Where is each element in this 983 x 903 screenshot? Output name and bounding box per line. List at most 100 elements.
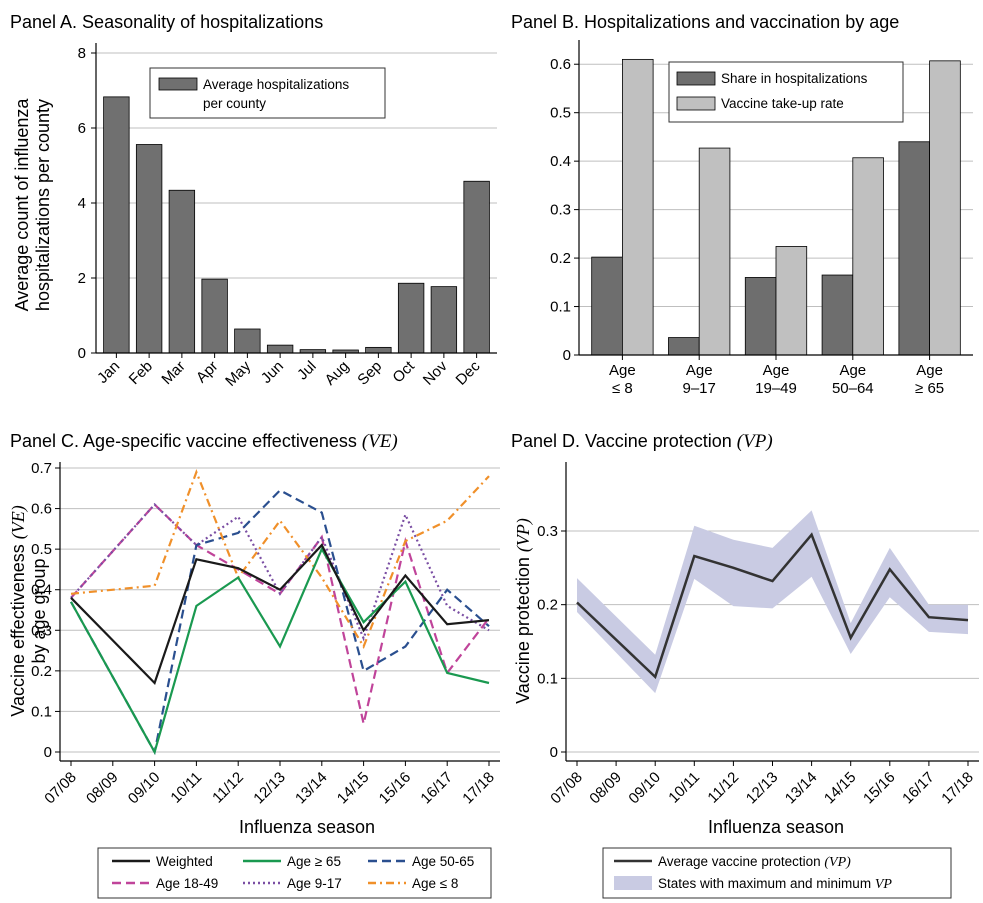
panel-b-xtick-label: 19–49 (755, 380, 797, 397)
panel-b-xtick-label: ≥ 65 (915, 380, 944, 397)
panel-b-ytick-label: 0.1 (550, 299, 571, 316)
panel-a-xtick-label: Aug (322, 358, 353, 389)
panel-a-bar (135, 144, 163, 354)
panel-b-xtick-label: 9–17 (683, 380, 716, 397)
panel-a-ytick-label: 4 (78, 195, 86, 212)
panel-b-bar-hospitalizations (744, 277, 777, 356)
panel-b-ytick-label: 0 (563, 347, 571, 364)
panel-a-legend (149, 67, 386, 119)
panel-a-bar (103, 96, 130, 354)
panel-b-bar-hospitalizations (591, 256, 623, 356)
panel-c-xtick-label: 12/13 (250, 769, 289, 808)
panel-c-legend-label: Age 18-49 (156, 876, 218, 891)
panel-a-xtick-label: Jun (258, 358, 287, 387)
panel-d-ytick-label: 0.1 (537, 670, 558, 687)
panel-c-series-line (70, 543, 490, 686)
panel-c-legend-label: Age 9-17 (287, 876, 342, 891)
panel-a-xtick-label: Dec (453, 357, 484, 388)
panel-c-ylabel-line2: by age group (29, 558, 49, 663)
panel-b-bar-hospitalizations (668, 337, 700, 356)
panel-c-ytick-label: 0 (44, 744, 52, 761)
panel-a-xtick-label: Oct (389, 357, 418, 386)
panel-b-bar-vaccine (698, 147, 731, 356)
panel-b-xtick-label: Age (916, 362, 943, 379)
panel-c-xtick-label: 17/18 (459, 769, 498, 808)
panel-a-legend-label: per county (203, 96, 266, 111)
panel-b-legend-label: Vaccine take-up rate (721, 96, 844, 111)
panel-c-series-line (70, 469, 490, 649)
panel-c-xtick-label: 16/17 (417, 769, 456, 808)
panel-c-series-line (70, 502, 490, 724)
panel-c-title: Panel C. Age-specific vaccine effectiven… (10, 431, 398, 452)
panel-a-bar (397, 282, 425, 354)
panel-c-xtick-label: 08/09 (83, 769, 122, 808)
panel-d-legend-swatch (614, 876, 652, 890)
panel-d-minmax-band (577, 510, 968, 694)
panel-d-legend-label: Average vaccine protection (VP) (658, 854, 851, 870)
panel-b-xtick-label: Age (686, 362, 713, 379)
panel-d-title: Panel D. Vaccine protection (VP) (511, 431, 773, 452)
panel-d-xtick-label: 08/09 (586, 769, 625, 808)
panel-a-ytick-label: 6 (78, 120, 86, 137)
panel-a-bar (234, 328, 261, 354)
panel-b-xtick-label: Age (609, 362, 636, 379)
panel-c-xtick-label: 13/14 (292, 769, 331, 808)
panel-b-xtick-label: ≤ 8 (612, 380, 633, 397)
panel-b-ytick-label: 0.6 (550, 56, 571, 73)
panel-d-xtick-label: 17/18 (938, 769, 977, 808)
panel-a-legend-swatch (158, 77, 198, 91)
panel-d-xtick-label: 10/11 (665, 769, 703, 807)
panel-d-legend-label: States with maximum and minimum VP (658, 876, 892, 892)
panel-c-series-line (70, 502, 490, 642)
panel-d-xtick-label: 11/12 (704, 769, 742, 807)
panel-a-bar (365, 346, 392, 354)
panel-a-xtick-label: May (222, 357, 254, 389)
panel-a-ytick-label: 0 (78, 345, 86, 362)
panel-b-title: Panel B. Hospitalizations and vaccinatio… (511, 12, 899, 32)
panel-c-ytick-label: 0.5 (31, 541, 52, 558)
panel-a-xtick-label: Nov (420, 357, 451, 388)
panel-a-bar (266, 344, 294, 354)
panel-d-xtick-label: 16/17 (899, 769, 938, 808)
panel-c-xtick-label: 15/16 (376, 769, 415, 808)
panel-c-legend (97, 847, 492, 899)
panel-d-xtick-label: 13/14 (782, 769, 821, 808)
panel-a-xtick-label: Sep (354, 358, 385, 389)
panel-a-xtick-label: Jul (294, 358, 320, 384)
panel-c-xtick-label: 07/08 (41, 769, 80, 808)
panel-d-average-line (576, 532, 969, 680)
panel-c-legend-label: Age 50-65 (412, 854, 474, 869)
panel-d-xlabel: Influenza season (708, 817, 844, 837)
panel-b-ytick-label: 0.2 (550, 250, 571, 267)
panel-b-bar-vaccine (622, 58, 654, 356)
panel-c-ytick-label: 0.3 (31, 622, 52, 639)
panel-a-ylabel-line1: Average count of influenza (12, 98, 32, 312)
panel-b-ytick-label: 0.5 (550, 105, 571, 122)
panel-b-legend-swatch (676, 71, 716, 86)
panel-c-xtick-label: 09/10 (125, 769, 164, 808)
panel-c-chart: Vaccine effectiveness (VE) by age group … (8, 460, 500, 899)
panel-c-ylabel-line1: Vaccine effectiveness (VE) (8, 505, 29, 716)
panel-c-series-line (70, 546, 490, 755)
panel-a-bar (201, 278, 228, 354)
panel-b-ytick-label: 0.4 (550, 153, 571, 170)
panel-d-ytick-label: 0 (550, 744, 558, 761)
panel-c-ytick-label: 0.2 (31, 663, 52, 680)
panel-b-bar-hospitalizations (898, 141, 931, 356)
panel-c-xtick-label: 11/12 (209, 769, 247, 807)
panel-d-ylabel: Vaccine protection (VP) (513, 518, 534, 704)
panel-a-chart: Average count of influenza hospitalizati… (12, 43, 497, 390)
panel-d-xtick-label: 15/16 (860, 769, 899, 808)
panel-c-xlabel: Influenza season (239, 817, 375, 837)
panel-c-xtick-label: 10/11 (167, 769, 205, 807)
panel-b-bar-vaccine (852, 157, 884, 356)
panel-a-xtick-label: Feb (126, 358, 156, 388)
panel-c-legend-label: Age ≤ 8 (412, 876, 458, 891)
panel-a-legend-label: Average hospitalizations (203, 77, 349, 92)
panel-b-legend-swatch (676, 96, 716, 111)
panel-c-xtick-label: 14/15 (334, 769, 373, 808)
panel-d-legend (602, 847, 952, 899)
panel-c-series-line (70, 488, 490, 756)
